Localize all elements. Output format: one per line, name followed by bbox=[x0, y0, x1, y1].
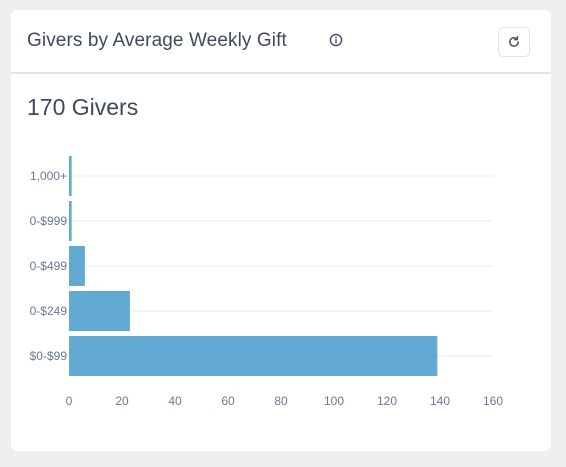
card-header: Givers by Average Weekly Gift bbox=[11, 10, 551, 74]
chart-card: Givers by Average Weekly Gift 170 Givers… bbox=[11, 10, 551, 451]
y-tick-label: 0-$249 bbox=[30, 304, 68, 318]
bar[interactable] bbox=[69, 336, 438, 376]
x-tick-label: 80 bbox=[274, 394, 288, 408]
y-tick-label: 0-$499 bbox=[30, 259, 68, 273]
x-tick-label: 20 bbox=[115, 394, 129, 408]
x-tick-label: 40 bbox=[168, 394, 182, 408]
bar[interactable] bbox=[69, 156, 72, 196]
x-tick-label: 120 bbox=[377, 394, 397, 408]
x-tick-label: 0 bbox=[66, 394, 73, 408]
info-icon[interactable] bbox=[329, 33, 343, 47]
refresh-button[interactable] bbox=[498, 27, 530, 57]
y-tick-label: $0-$99 bbox=[30, 349, 68, 363]
bar[interactable] bbox=[69, 201, 72, 241]
givers-total: 170 Givers bbox=[27, 94, 139, 120]
x-tick-label: 100 bbox=[324, 394, 344, 408]
x-tick-label: 140 bbox=[430, 394, 450, 408]
refresh-icon bbox=[509, 35, 519, 47]
bar-chart: 1,000+ 0-$999 0-$499 0-$249 $0-$99 0 20 40 60 80 1… bbox=[30, 156, 503, 408]
card-title: Givers by Average Weekly Gift bbox=[27, 30, 287, 51]
y-tick-label: 1,000+ bbox=[30, 169, 67, 183]
y-tick-label: 0-$999 bbox=[30, 214, 68, 228]
x-tick-label: 160 bbox=[483, 394, 503, 408]
bar[interactable] bbox=[69, 246, 85, 286]
bar[interactable] bbox=[69, 291, 130, 331]
x-tick-label: 60 bbox=[221, 394, 235, 408]
